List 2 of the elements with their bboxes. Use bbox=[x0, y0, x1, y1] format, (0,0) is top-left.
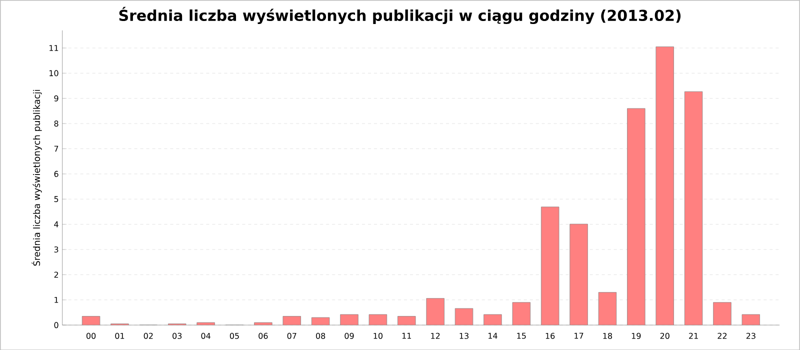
y-axis-title: Średnia liczba wyświetlonych publikacji bbox=[32, 90, 42, 266]
chart-title: Średnia liczba wyświetlonych publikacji w ciągu godziny (2013.02) bbox=[119, 6, 681, 24]
